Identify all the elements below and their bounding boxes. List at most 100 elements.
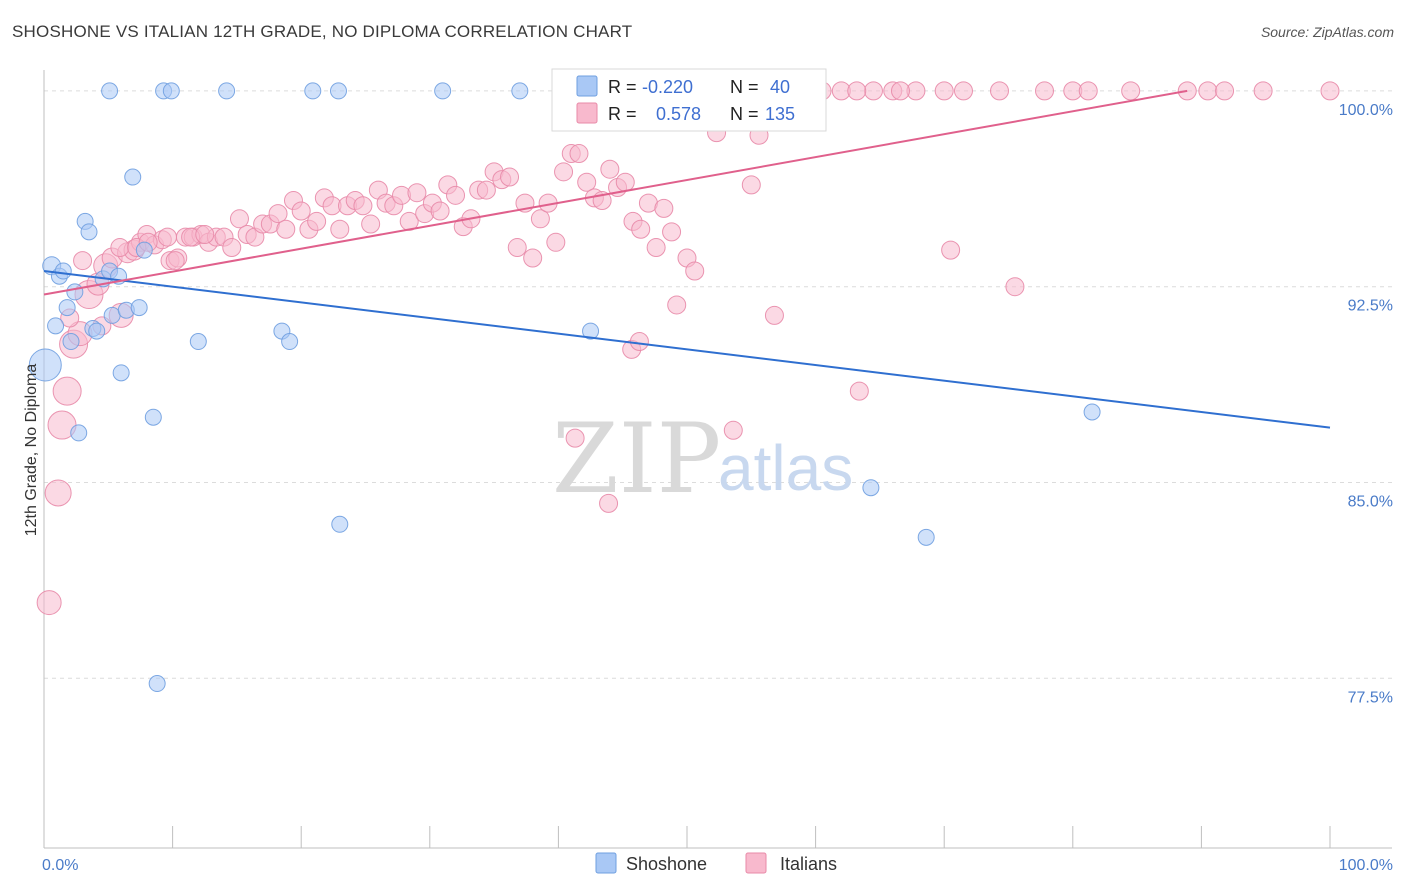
point-italians (361, 214, 381, 234)
point-italians (565, 428, 585, 448)
legend-r-label: R = (608, 77, 637, 97)
y-tick-label: 77.5% (1348, 689, 1393, 706)
point-italians (546, 232, 566, 252)
point-italians (165, 251, 185, 271)
point-italians (600, 159, 620, 179)
y-tick-label: 85.0% (1348, 493, 1393, 510)
point-italians (268, 204, 288, 224)
point-shoshone (135, 241, 153, 259)
point-shoshone (103, 306, 121, 324)
point-shoshone (917, 528, 935, 546)
series-label-italians: Italians (780, 854, 837, 874)
watermark-zip: ZIP (552, 403, 721, 515)
point-shoshone (582, 322, 600, 340)
y-tick-label: 92.5% (1348, 298, 1393, 315)
legend-r-shoshone: -0.220 (642, 77, 693, 97)
point-italians (615, 172, 635, 192)
point-italians (1320, 81, 1340, 101)
point-shoshone (101, 82, 119, 100)
point-italians (430, 201, 450, 221)
y-tick-labels: 100.0% 92.5% 85.0% 77.5% (1339, 102, 1393, 706)
y-tick-label: 100.0% (1339, 102, 1393, 119)
point-italians (1005, 277, 1025, 297)
point-shoshone (1083, 403, 1101, 421)
legend-box (551, 68, 827, 132)
point-italians (507, 238, 527, 258)
point-italians (723, 420, 743, 440)
point-italians (291, 201, 311, 221)
point-shoshone (162, 82, 180, 100)
point-shoshone (511, 82, 529, 100)
point-italians (577, 172, 597, 192)
point-shoshone (331, 515, 349, 533)
point-italians (1215, 81, 1235, 101)
point-italians (307, 211, 327, 231)
point-italians (530, 209, 550, 229)
point-italians (569, 144, 589, 164)
point-italians (741, 175, 761, 195)
point-shoshone (62, 333, 80, 351)
legend-swatch-italians (576, 102, 598, 124)
point-shoshone (28, 348, 62, 382)
x-tick-label: 100.0% (1339, 857, 1393, 874)
watermark-atlas: atlas (718, 432, 853, 504)
x-tick-label: 0.0% (42, 857, 78, 874)
point-shoshone (58, 299, 76, 317)
point-italians (554, 162, 574, 182)
point-shoshone (148, 675, 166, 693)
data-points (28, 81, 1340, 693)
trend-lines (43, 89, 1331, 429)
point-shoshone (304, 82, 322, 100)
axes (43, 70, 1392, 849)
point-italians (229, 209, 249, 229)
point-italians (476, 180, 496, 200)
source-label: Source: ZipAtlas.com (1260, 24, 1394, 40)
point-shoshone (144, 408, 162, 426)
point-italians (662, 222, 682, 242)
point-italians (599, 493, 619, 513)
series-label-shoshone: Shoshone (626, 854, 707, 874)
point-italians (631, 219, 651, 239)
legend-n-label: N = (730, 104, 759, 124)
point-italians (407, 183, 427, 203)
point-shoshone (434, 82, 452, 100)
point-shoshone (189, 333, 207, 351)
point-italians (353, 196, 373, 216)
x-tick-labels: 0.0% 100.0% (42, 857, 1393, 874)
point-italians (953, 81, 973, 101)
point-italians (222, 238, 242, 258)
point-italians (446, 185, 466, 205)
point-italians (1198, 81, 1218, 101)
legend-swatch-shoshone (576, 75, 598, 97)
trend-line-shoshone (43, 270, 1331, 429)
point-italians (934, 81, 954, 101)
point-shoshone (66, 283, 84, 301)
point-shoshone (130, 299, 148, 317)
point-italians (52, 376, 82, 406)
point-shoshone (329, 82, 347, 100)
point-italians (685, 261, 705, 281)
point-shoshone (54, 262, 72, 280)
point-italians (629, 332, 649, 352)
legend-n-label: N = (730, 77, 759, 97)
legend-n-italians: 135 (765, 104, 795, 124)
point-shoshone (124, 168, 142, 186)
point-shoshone (281, 333, 299, 351)
point-italians (36, 590, 62, 616)
point-italians (44, 479, 72, 507)
point-italians (890, 81, 910, 101)
point-italians (110, 238, 130, 258)
series-swatch-shoshone (595, 852, 617, 874)
point-shoshone (112, 364, 130, 382)
point-italians (764, 305, 784, 325)
point-italians (1121, 81, 1141, 101)
point-italians (849, 381, 869, 401)
point-shoshone (88, 322, 106, 340)
legend: R = -0.220 N = 40 R = 0.578 N = 135 (551, 68, 827, 132)
point-italians (330, 219, 350, 239)
point-italians (73, 251, 93, 271)
point-italians (989, 81, 1009, 101)
point-italians (157, 227, 177, 247)
point-shoshone (80, 223, 98, 241)
